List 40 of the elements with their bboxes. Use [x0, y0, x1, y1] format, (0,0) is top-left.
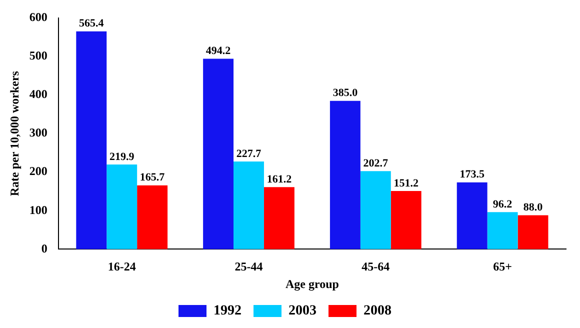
y-axis-title: Rate per 10,000 workers: [7, 70, 22, 196]
x-axis-title: Age group: [285, 276, 340, 291]
data-label: 494.2: [206, 45, 232, 58]
bar: [330, 100, 360, 250]
bar: [518, 215, 548, 250]
x-tick-label: 25-44: [234, 259, 263, 274]
data-label: 565.4: [79, 18, 104, 30]
legend-label: 2003: [288, 304, 316, 319]
data-label: 385.0: [332, 87, 358, 100]
bar: [487, 212, 518, 250]
bar: [106, 164, 138, 250]
data-label: 161.2: [266, 173, 292, 186]
data-label: 151.2: [394, 177, 419, 190]
y-tick-label: 0: [41, 241, 48, 256]
y-tick-label: 600: [29, 10, 48, 24]
x-tick-label: 65+: [493, 259, 512, 274]
x-tick-label: 16-24: [108, 259, 136, 274]
y-tick-label: 100: [29, 202, 48, 217]
data-label: 88.0: [523, 202, 544, 214]
data-label: 219.9: [109, 150, 135, 163]
bar: [456, 182, 488, 250]
y-tick-label: 500: [29, 48, 48, 63]
bar: [203, 58, 234, 250]
data-label: 202.7: [363, 157, 389, 170]
bar: [137, 185, 168, 250]
legend-label: 1992: [214, 304, 242, 319]
bar: [264, 187, 294, 250]
x-tick-label: 45-64: [362, 259, 390, 274]
data-label: 96.2: [492, 198, 513, 210]
y-tick-label: 200: [29, 164, 48, 178]
bar: [76, 31, 107, 250]
bar: [234, 161, 264, 250]
bar: [390, 190, 422, 250]
y-tick-label: 300: [29, 126, 48, 140]
data-label: 227.7: [236, 148, 262, 160]
bar: [360, 171, 391, 250]
legend-label: 2008: [364, 304, 392, 319]
data-label: 165.7: [140, 172, 166, 184]
data-label: 173.5: [460, 168, 485, 181]
y-tick-label: 400: [29, 87, 48, 102]
